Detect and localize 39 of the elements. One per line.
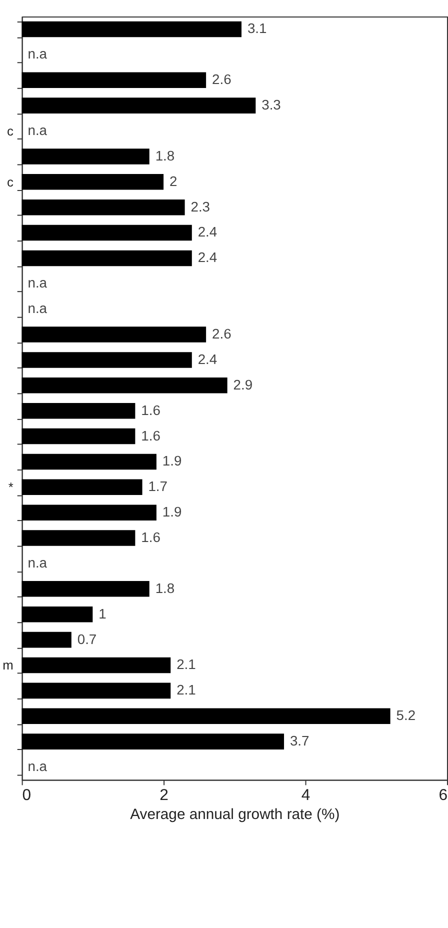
data-label: 2.4 <box>198 224 218 240</box>
data-label: 2.6 <box>212 71 232 88</box>
data-label: 2.9 <box>233 376 253 392</box>
data-label: 2.1 <box>176 682 196 698</box>
data-label: 3.3 <box>262 96 282 113</box>
y-tick-label: m <box>2 658 14 673</box>
text: n.a <box>28 300 48 316</box>
data-label: 5.2 <box>396 707 416 724</box>
text: n.a <box>28 554 48 570</box>
data-label: 0.7 <box>77 630 97 647</box>
text: n.a <box>28 758 48 774</box>
data-label: 2.1 <box>176 656 196 672</box>
y-tick-label: * <box>8 480 14 495</box>
data-label: 1.6 <box>141 529 161 546</box>
text: n.a <box>28 122 48 138</box>
text: n.a <box>28 274 48 291</box>
data-label: 2.4 <box>198 350 218 367</box>
data-label: 2.6 <box>212 325 232 342</box>
data-label: 2.3 <box>190 198 210 214</box>
data-label: 1.7 <box>148 478 168 494</box>
x-tick-label: 0 <box>22 787 32 804</box>
data-label: 1.9 <box>162 504 182 520</box>
data-label: 1.8 <box>155 580 175 596</box>
data-label: 1.6 <box>141 427 161 444</box>
data-label: 1.6 <box>141 402 161 418</box>
x-tick-label: 4 <box>301 787 310 804</box>
data-label: 2.4 <box>198 249 218 266</box>
y-tick-label: c <box>6 123 14 138</box>
x-tick-label: 6 <box>438 787 448 804</box>
data-label: 2 <box>169 172 178 189</box>
data-label: 1 <box>98 605 107 622</box>
data-label: 1.8 <box>155 147 175 164</box>
data-label: 1.9 <box>162 452 182 469</box>
data-label: 3.1 <box>247 20 267 36</box>
y-tick-label: c <box>6 174 14 190</box>
x-tick-label: 2 <box>160 787 169 804</box>
text: n.a <box>28 46 48 62</box>
x-axis-title: Average annual growth rate (%) <box>130 806 340 823</box>
data-label: 3.7 <box>290 732 310 749</box>
